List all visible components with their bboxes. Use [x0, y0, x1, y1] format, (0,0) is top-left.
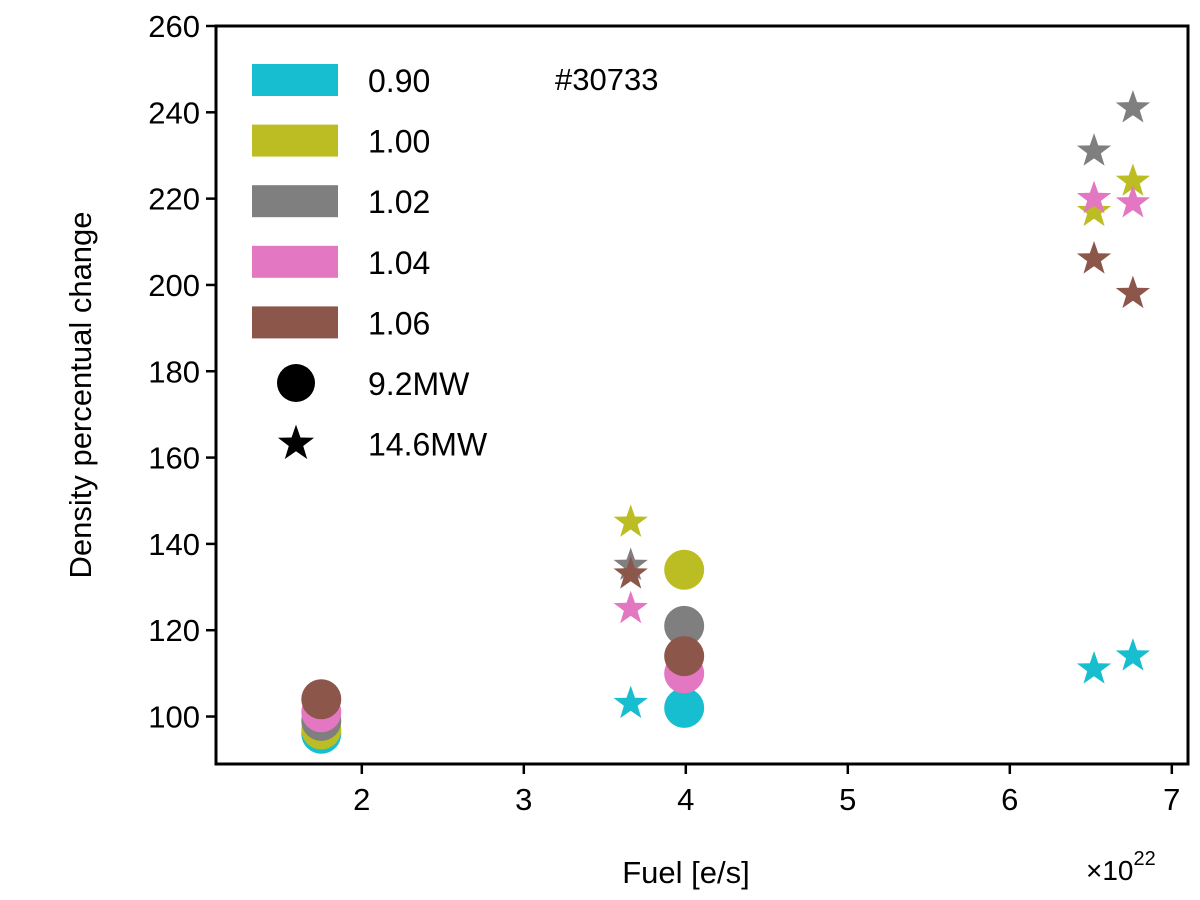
data-point-circle: [664, 687, 705, 728]
x-tick-label: 7: [1163, 782, 1180, 817]
x-tick-label: 2: [353, 782, 370, 817]
data-point-star: [1115, 275, 1151, 309]
x-tick-label: 5: [839, 782, 856, 817]
legend-label: 0.90: [368, 63, 430, 99]
y-tick-label: 140: [148, 527, 200, 562]
x-axis-title: Fuel [e/s]: [622, 855, 750, 890]
data-point-star: [1115, 184, 1151, 218]
y-axis-ticks: 100 120 140 160 180 200 220 240 260: [148, 9, 216, 735]
data-point-star: [613, 556, 648, 589]
x-multiplier-base: ×10: [1086, 855, 1134, 886]
legend-swatch: [252, 124, 338, 157]
y-tick-label: 120: [148, 613, 200, 648]
y-tick-label: 160: [148, 441, 200, 476]
x-tick-label: 3: [515, 782, 532, 817]
y-tick-label: 220: [148, 182, 200, 217]
x-tick-label: 6: [1001, 782, 1018, 817]
y-tick-label: 240: [148, 95, 200, 130]
y-tick-label: 100: [148, 700, 200, 735]
data-point-star: [1115, 638, 1151, 671]
legend-swatch: [252, 64, 338, 96]
legend-star-marker: [277, 424, 315, 459]
legend-circle-marker: [277, 364, 315, 402]
data-point-star: [1076, 241, 1112, 274]
data-point-star: [613, 685, 648, 719]
plot-frame: [214, 24, 1190, 766]
y-tick-label: 180: [148, 354, 200, 389]
data-point-star: [1115, 90, 1151, 123]
data-point-circle: [664, 605, 705, 646]
y-tick-label: 260: [148, 9, 200, 44]
x-multiplier-exponent: 22: [1134, 848, 1156, 870]
legend-swatch: [252, 306, 338, 339]
data-point-star: [613, 504, 648, 537]
data-point-circle: [664, 636, 705, 677]
x-tick-label: 4: [677, 782, 694, 817]
legend-label: 1.02: [368, 184, 430, 220]
legend-label: 14.6MW: [368, 427, 488, 463]
y-axis-title: Density percentual change: [63, 211, 98, 578]
legend-label: 1.04: [368, 245, 430, 281]
legend-swatch: [252, 245, 338, 278]
data-point-circle: [301, 679, 342, 720]
data-point-star: [1076, 193, 1112, 227]
x-axis-ticks: 2 3 4 5 6 7: [353, 764, 1180, 817]
y-tick-label: 200: [148, 268, 200, 303]
data-point-star: [1076, 180, 1112, 214]
legend: 0.90 1.00 1.02 1.04 1.06 9.2MW 14.6MW: [252, 63, 488, 463]
data-point-circle: [664, 549, 705, 590]
legend-swatch: [252, 185, 338, 218]
legend-label: 1.06: [368, 305, 430, 341]
chart-annotation: #30733: [555, 62, 658, 97]
legend-label: 1.00: [368, 124, 430, 160]
data-point-star: [1076, 133, 1112, 166]
x-axis-multiplier: ×1022: [1086, 848, 1156, 886]
data-point-star: [1076, 651, 1112, 684]
data-point-star: [613, 590, 648, 624]
data-points: [301, 90, 1151, 754]
legend-label: 9.2MW: [368, 366, 470, 402]
data-point-star: [1115, 163, 1151, 196]
